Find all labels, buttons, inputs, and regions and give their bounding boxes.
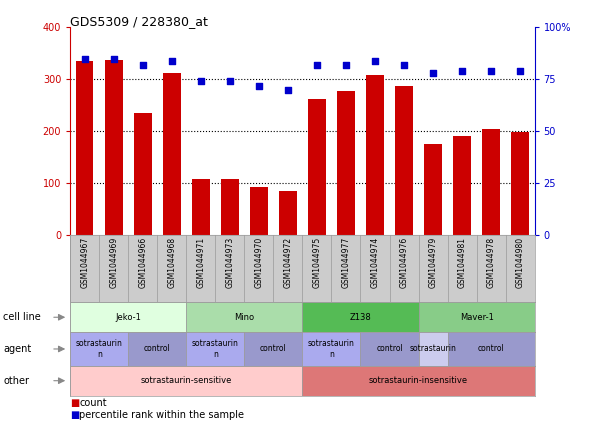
Bar — [367, 75, 384, 235]
Point — [283, 86, 293, 93]
Text: count: count — [79, 398, 107, 408]
Text: sotrastaurin
n: sotrastaurin n — [308, 339, 355, 359]
Text: control: control — [144, 344, 170, 354]
Text: GSM1044972: GSM1044972 — [284, 237, 293, 288]
Text: control: control — [478, 344, 505, 354]
Text: GSM1044969: GSM1044969 — [109, 237, 119, 288]
Bar — [419, 332, 447, 366]
Bar — [424, 144, 442, 235]
Text: sotrastaurin-insensitive: sotrastaurin-insensitive — [369, 376, 468, 385]
Bar — [221, 179, 239, 235]
Text: GSM1044973: GSM1044973 — [225, 237, 235, 288]
Text: Maver-1: Maver-1 — [459, 313, 494, 322]
Text: sotrastaurin
n: sotrastaurin n — [76, 339, 123, 359]
Point — [80, 55, 90, 62]
Text: sotrastaurin: sotrastaurin — [409, 344, 456, 354]
Bar — [337, 91, 354, 235]
Point — [138, 61, 148, 68]
Text: sotrastaurin
n: sotrastaurin n — [192, 339, 239, 359]
Bar — [395, 86, 413, 235]
Bar — [309, 99, 326, 235]
Bar — [483, 129, 500, 235]
Text: GSM1044967: GSM1044967 — [80, 237, 89, 288]
Text: control: control — [260, 344, 287, 354]
Point — [399, 61, 409, 68]
Bar — [70, 302, 186, 332]
Text: ■: ■ — [70, 410, 79, 420]
Bar — [279, 191, 297, 235]
Bar — [76, 61, 93, 235]
Bar — [302, 302, 419, 332]
Text: GSM1044968: GSM1044968 — [167, 237, 177, 288]
Point — [167, 57, 177, 64]
Bar — [70, 332, 128, 366]
Text: GSM1044976: GSM1044976 — [400, 237, 409, 288]
Text: agent: agent — [3, 344, 31, 354]
Point — [312, 61, 322, 68]
Text: GSM1044978: GSM1044978 — [486, 237, 496, 288]
Bar — [302, 332, 360, 366]
Text: Z138: Z138 — [349, 313, 371, 322]
Bar — [419, 302, 535, 332]
Bar — [244, 332, 302, 366]
Bar — [70, 366, 302, 396]
Point — [341, 61, 351, 68]
Text: GSM1044966: GSM1044966 — [138, 237, 147, 288]
Bar — [251, 187, 268, 235]
Bar — [186, 302, 302, 332]
Bar — [192, 179, 210, 235]
Point — [457, 68, 467, 74]
Bar — [134, 113, 152, 235]
Point — [196, 78, 206, 85]
Text: control: control — [376, 344, 403, 354]
Text: other: other — [3, 376, 29, 386]
Text: GSM1044981: GSM1044981 — [458, 237, 467, 288]
Text: GSM1044977: GSM1044977 — [342, 237, 351, 288]
Point — [486, 68, 496, 74]
Text: GDS5309 / 228380_at: GDS5309 / 228380_at — [70, 15, 208, 28]
Bar — [453, 136, 470, 235]
Point — [225, 78, 235, 85]
Bar — [447, 332, 535, 366]
Text: GSM1044970: GSM1044970 — [254, 237, 263, 288]
Bar — [163, 73, 181, 235]
Text: GSM1044975: GSM1044975 — [312, 237, 321, 288]
Bar — [511, 132, 529, 235]
Bar — [302, 366, 535, 396]
Text: GSM1044974: GSM1044974 — [370, 237, 379, 288]
Point — [428, 70, 438, 77]
Point — [370, 57, 380, 64]
Bar — [186, 332, 244, 366]
Text: Mino: Mino — [235, 313, 254, 322]
Text: GSM1044979: GSM1044979 — [428, 237, 437, 288]
Text: cell line: cell line — [3, 312, 41, 322]
Point — [515, 68, 525, 74]
Text: percentile rank within the sample: percentile rank within the sample — [79, 410, 244, 420]
Bar — [105, 60, 122, 235]
Bar — [360, 332, 419, 366]
Point — [254, 82, 264, 89]
Bar — [128, 332, 186, 366]
Text: ■: ■ — [70, 398, 79, 408]
Text: GSM1044971: GSM1044971 — [196, 237, 205, 288]
Text: Jeko-1: Jeko-1 — [115, 313, 141, 322]
Point — [109, 55, 119, 62]
Text: GSM1044980: GSM1044980 — [516, 237, 525, 288]
Text: sotrastaurin-sensitive: sotrastaurin-sensitive — [141, 376, 232, 385]
